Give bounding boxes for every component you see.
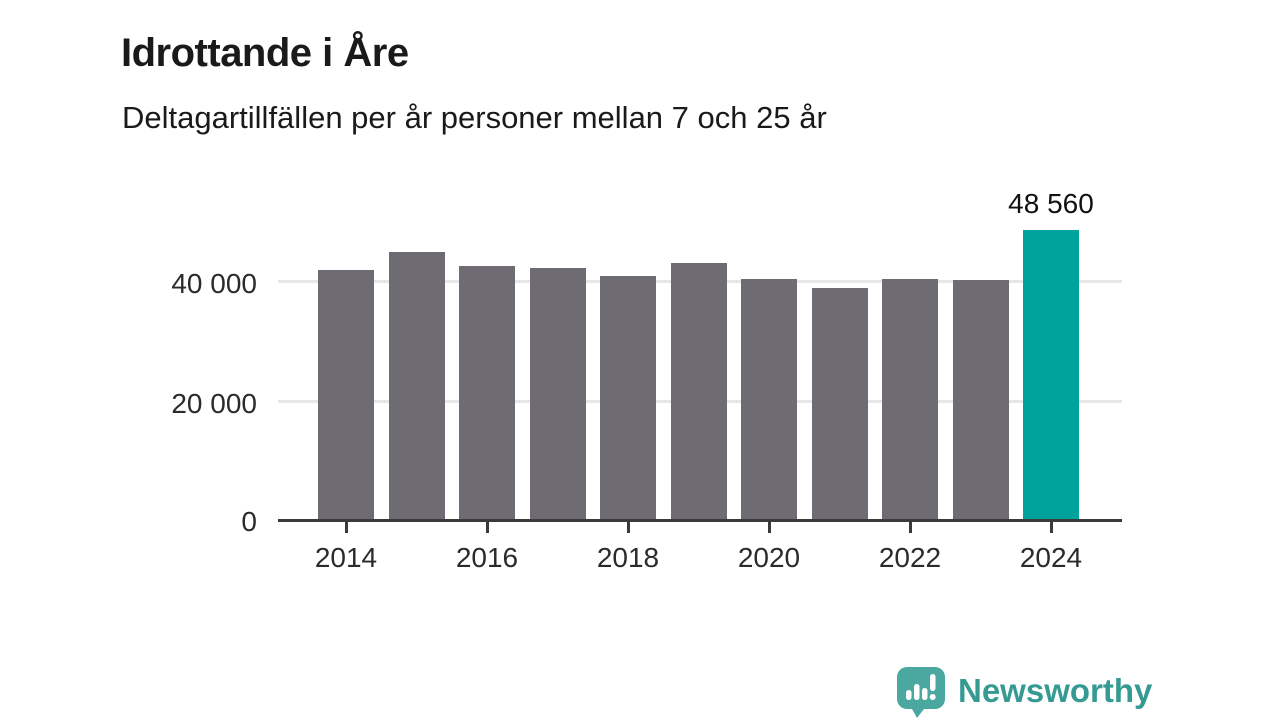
bar-2024: [1023, 230, 1079, 521]
bar-2017: [530, 268, 586, 521]
bar-2021: [812, 288, 868, 521]
x-axis-label-2018: 2018: [596, 542, 660, 573]
x-axis-label-2020: 2020: [737, 542, 801, 573]
x-tick-2014: [345, 522, 348, 533]
x-axis-label-2022: 2022: [878, 542, 942, 573]
newsworthy-logo-text: Newsworthy: [958, 672, 1153, 709]
chart-subtitle: Deltagartillfällen per år personer mella…: [122, 100, 827, 135]
highlight-value-label: 48 560: [1008, 188, 1094, 219]
bar-2023: [953, 280, 1009, 521]
bar-2018: [600, 276, 656, 521]
x-tick-2016: [486, 522, 489, 533]
x-axis-label-2024: 2024: [1019, 542, 1083, 573]
x-axis-label-2016: 2016: [455, 542, 519, 573]
newsworthy-bubble-chart-icon: [897, 667, 945, 718]
y-axis-label-0: 0: [241, 506, 257, 537]
bar-2019: [671, 263, 727, 521]
bar-2020: [741, 279, 797, 521]
bar-2014: [318, 270, 374, 521]
y-axis-label-40000: 40 000: [171, 268, 257, 299]
bar-2016: [459, 266, 515, 521]
x-tick-2024: [1050, 522, 1053, 533]
page-title: Idrottande i Åre: [121, 30, 409, 75]
x-axis-label-2014: 2014: [314, 542, 378, 573]
x-tick-2020: [768, 522, 771, 533]
x-axis-line: [278, 519, 1122, 522]
x-tick-2022: [909, 522, 912, 533]
x-tick-2018: [627, 522, 630, 533]
y-axis-label-20000: 20 000: [171, 388, 257, 419]
bar-2022: [882, 279, 938, 521]
bar-2015: [389, 252, 445, 521]
